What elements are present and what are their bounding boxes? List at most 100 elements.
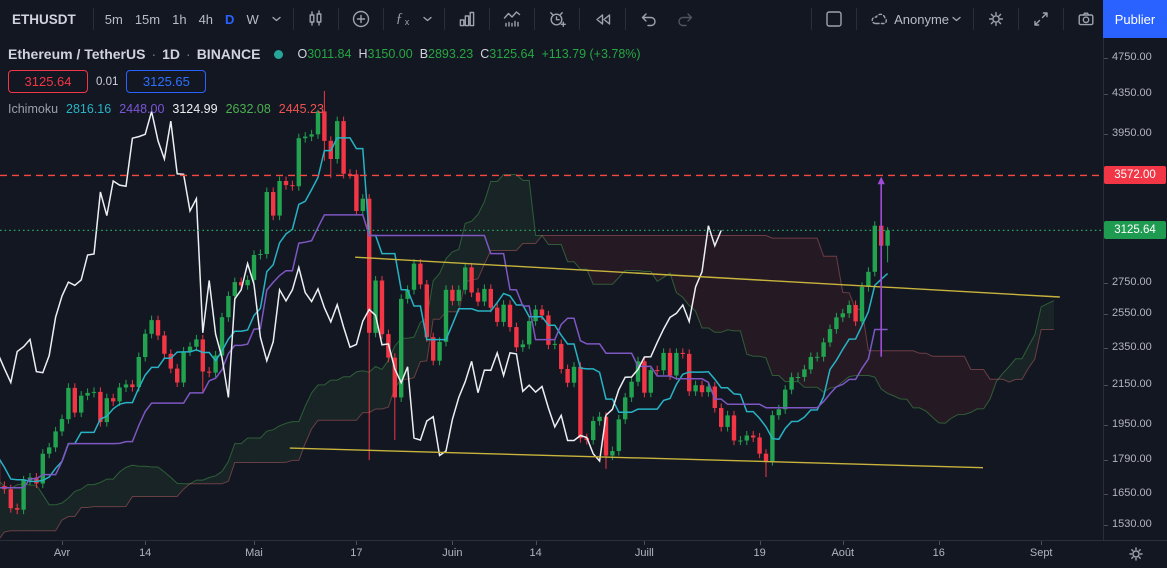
chart-legend: Ethereum / TetherUS · 1D · BINANCE O3011… <box>8 46 641 116</box>
indicators-chevron-icon[interactable] <box>416 0 439 38</box>
interval-4h[interactable]: 4h <box>193 12 219 27</box>
legend-interval: 1D <box>162 46 180 62</box>
legend-title: Ethereum / TetherUS <box>8 46 145 62</box>
compare-add-icon[interactable] <box>344 0 378 38</box>
interval-15m[interactable]: 15m <box>129 12 166 27</box>
time-tick-dash <box>145 541 146 545</box>
time-axis[interactable]: Avr 14 Mai 17 Juin 14 Juill 19 Août 16 S… <box>0 540 1167 568</box>
ichimoku-lead-b-value: 2445.23 <box>279 102 324 116</box>
price-tick-dash <box>1104 94 1108 95</box>
interval-1h[interactable]: 1h <box>166 12 192 27</box>
change-value: +113.79 (+3.78%) <box>541 47 640 61</box>
spread-value: 0.01 <box>96 76 118 88</box>
cloud-icon <box>869 10 891 28</box>
indicator-name: Ichimoku <box>8 102 58 116</box>
time-tick-dash <box>843 541 844 545</box>
indicator-template-icon[interactable] <box>495 0 529 38</box>
time-tick-label: 14 <box>516 547 556 559</box>
price-tick-label: 1650.00 <box>1112 487 1152 499</box>
sell-price-button[interactable]: 3125.64 <box>8 70 88 93</box>
ichimoku-lagging-value: 3124.99 <box>172 102 217 116</box>
time-tick-dash <box>254 541 255 545</box>
price-tick-dash <box>1104 525 1108 526</box>
time-tick-label: Août <box>823 547 863 559</box>
price-tick-label: 2750.00 <box>1112 276 1152 288</box>
price-tick-label: 2550.00 <box>1112 307 1152 319</box>
indicator-legend-row[interactable]: Ichimoku 2816.16 2448.00 3124.99 2632.08… <box>8 102 641 116</box>
time-tick-label: Mai <box>234 547 274 559</box>
time-tick-dash <box>939 541 940 545</box>
price-tick-label: 4350.00 <box>1112 87 1152 99</box>
symbol-legend-row[interactable]: Ethereum / TetherUS · 1D · BINANCE O3011… <box>8 46 641 62</box>
quote-row: 3125.64 0.01 3125.65 <box>8 70 641 93</box>
snapshot-camera-icon[interactable] <box>1069 0 1103 38</box>
chart-style-candles-icon[interactable] <box>299 0 333 38</box>
price-tick-dash <box>1104 385 1108 386</box>
user-menu-chevron-icon <box>952 16 961 22</box>
price-tick-label: 1790.00 <box>1112 453 1152 465</box>
chart-settings-gear-icon[interactable] <box>979 0 1013 38</box>
ichimoku-cloud <box>0 175 1054 540</box>
redo-icon[interactable] <box>667 0 703 38</box>
time-tick-label: Juin <box>432 547 472 559</box>
price-tick-dash <box>1104 348 1108 349</box>
time-tick-dash <box>452 541 453 545</box>
price-tick-dash <box>1104 134 1108 135</box>
buy-price-button[interactable]: 3125.65 <box>126 70 206 93</box>
time-tick-label: Avr <box>42 547 82 559</box>
price-tick-dash <box>1104 283 1108 284</box>
price-tick-dash <box>1104 494 1108 495</box>
time-tick-label: Juill <box>624 547 664 559</box>
fundamentals-columns-icon[interactable] <box>450 0 484 38</box>
legend-exchange: BINANCE <box>197 46 261 62</box>
alert-price-label[interactable]: 3572.00 <box>1104 166 1166 184</box>
price-tick-label: 2350.00 <box>1112 341 1152 353</box>
interval-1d-active[interactable]: D <box>219 12 240 27</box>
price-tick-label: 1950.00 <box>1112 418 1152 430</box>
arrow-head <box>878 177 885 185</box>
price-tick-label: 2150.00 <box>1112 378 1152 390</box>
alert-clock-plus-icon[interactable] <box>540 0 574 38</box>
chart-canvas[interactable]: Ethereum / TetherUS · 1D · BINANCE O3011… <box>0 38 1103 540</box>
time-tick-dash <box>644 541 645 545</box>
ichimoku-lead-a-value: 2632.08 <box>226 102 271 116</box>
time-tick-dash <box>1041 541 1042 545</box>
time-tick-dash <box>760 541 761 545</box>
interval-menu-chevron-icon[interactable] <box>265 0 288 38</box>
price-tick-label: 3950.00 <box>1112 127 1152 139</box>
ichimoku-conversion-value: 2816.16 <box>66 102 111 116</box>
fullscreen-icon[interactable] <box>1024 0 1058 38</box>
bar-replay-icon[interactable] <box>585 0 620 38</box>
price-axis[interactable]: 4750.00 4350.00 3950.00 2750.00 2550.00 … <box>1103 38 1167 540</box>
time-tick-label: 16 <box>919 547 959 559</box>
price-tick-dash <box>1104 314 1108 315</box>
symbol-button[interactable]: ETHUSDT <box>0 12 88 27</box>
time-tick-label: 14 <box>125 547 165 559</box>
interval-5m[interactable]: 5m <box>99 12 129 27</box>
layout-select-icon[interactable] <box>817 0 851 38</box>
ichimoku-base-value: 2448.00 <box>119 102 164 116</box>
interval-1w[interactable]: W <box>240 12 264 27</box>
time-tick-dash <box>536 541 537 545</box>
undo-icon[interactable] <box>631 0 667 38</box>
toolbar-separator <box>93 8 94 30</box>
time-tick-dash <box>62 541 63 545</box>
time-tick-dash <box>356 541 357 545</box>
price-tick-label: 1530.00 <box>1112 518 1152 530</box>
publish-button[interactable]: Publier <box>1103 0 1167 38</box>
price-tick-dash <box>1104 425 1108 426</box>
time-tick-label: 17 <box>336 547 376 559</box>
timezone-sun-icon[interactable] <box>1126 544 1146 564</box>
time-tick-label: Sept <box>1021 547 1061 559</box>
price-tick-dash <box>1104 58 1108 59</box>
market-status-dot-icon[interactable] <box>274 50 283 59</box>
ohlc-values: O3011.84 H3150.00 B2893.23 C3125.64 +113… <box>297 47 640 61</box>
cloud-account-button[interactable]: Anonyme <box>862 0 968 38</box>
user-name: Anonyme <box>894 12 949 27</box>
price-tick-dash <box>1104 460 1108 461</box>
time-tick-label: 19 <box>740 547 780 559</box>
toolbar-right-group: Anonyme Publier <box>806 0 1167 38</box>
